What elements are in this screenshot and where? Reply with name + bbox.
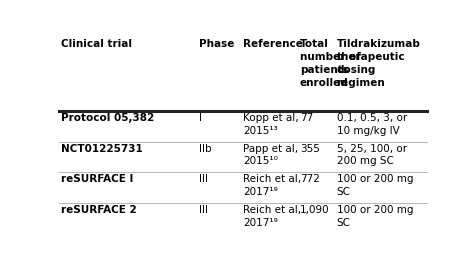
Text: Reference: Reference	[243, 39, 303, 49]
Text: 100 or 200 mg
SC: 100 or 200 mg SC	[337, 205, 413, 228]
Text: Kopp et al,
2015¹³: Kopp et al, 2015¹³	[243, 113, 299, 136]
Text: Phase: Phase	[199, 39, 234, 49]
Text: 77: 77	[300, 113, 313, 123]
Text: Clinical trial: Clinical trial	[61, 39, 132, 49]
Text: Reich et al,
2017¹⁹: Reich et al, 2017¹⁹	[243, 205, 301, 228]
Text: NCT01225731: NCT01225731	[61, 144, 143, 154]
Text: 100 or 200 mg
SC: 100 or 200 mg SC	[337, 174, 413, 197]
Text: I: I	[199, 113, 202, 123]
Text: 1,090: 1,090	[300, 205, 329, 215]
Text: Total
number of
patients
enrolled: Total number of patients enrolled	[300, 39, 361, 88]
Text: 355: 355	[300, 144, 320, 154]
Text: reSURFACE I: reSURFACE I	[61, 174, 134, 184]
Text: Protocol 05,382: Protocol 05,382	[61, 113, 155, 123]
Text: Reich et al,
2017¹⁹: Reich et al, 2017¹⁹	[243, 174, 301, 197]
Text: IIb: IIb	[199, 144, 211, 154]
Text: 5, 25, 100, or
200 mg SC: 5, 25, 100, or 200 mg SC	[337, 144, 407, 166]
Text: 772: 772	[300, 174, 320, 184]
Text: III: III	[199, 174, 208, 184]
Text: III: III	[199, 205, 208, 215]
Text: Tildrakizumab
therapeutic
dosing
regimen: Tildrakizumab therapeutic dosing regimen	[337, 39, 420, 88]
Text: reSURFACE 2: reSURFACE 2	[61, 205, 137, 215]
Text: 0.1, 0.5, 3, or
10 mg/kg IV: 0.1, 0.5, 3, or 10 mg/kg IV	[337, 113, 407, 136]
Text: Papp et al,
2015¹⁰: Papp et al, 2015¹⁰	[243, 144, 298, 166]
